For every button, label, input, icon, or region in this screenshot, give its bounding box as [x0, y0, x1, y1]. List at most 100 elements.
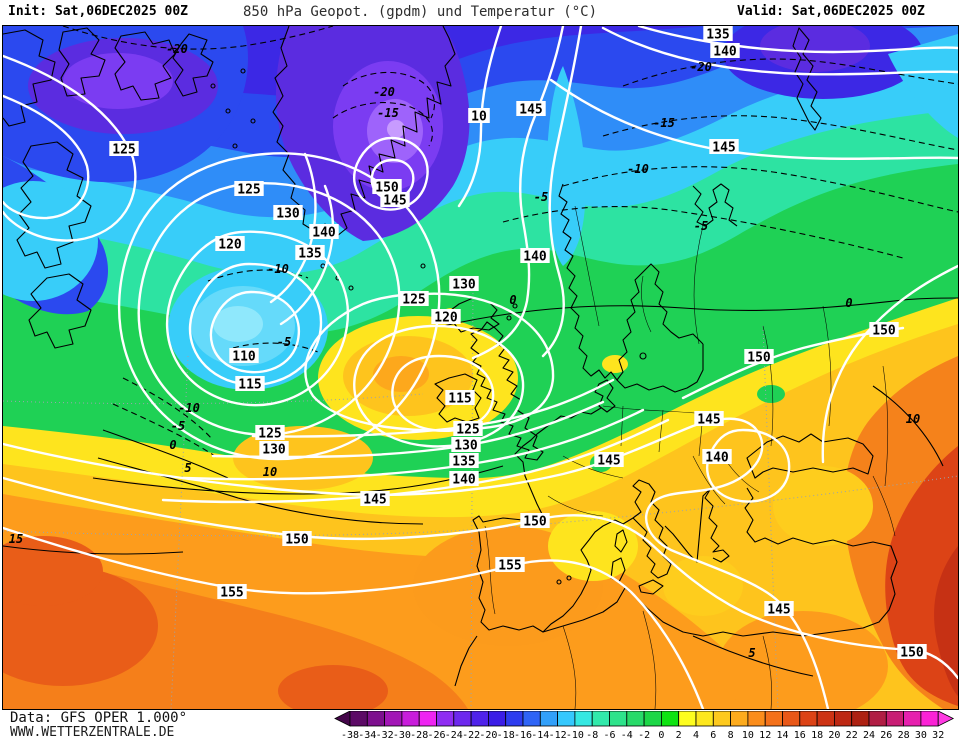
legend-swatch — [868, 710, 887, 727]
legend-swatch — [401, 710, 420, 727]
legend-tick-label: 8 — [728, 730, 734, 741]
legend-tick-label: -30 — [393, 730, 411, 741]
legend-tick-label: -6 — [603, 730, 615, 741]
temperature-label: -20 — [166, 42, 188, 56]
svg-text:120: 120 — [434, 311, 458, 326]
legend-tick-label: 10 — [742, 730, 754, 741]
geopotential-label: 150 — [520, 513, 550, 530]
legend-swatch — [695, 710, 714, 727]
legend-tick-label: -16 — [514, 730, 532, 741]
svg-text:150: 150 — [872, 324, 896, 339]
temperature-label: 0 — [509, 293, 516, 307]
svg-text:125: 125 — [112, 143, 135, 158]
geopotential-label: 140 — [449, 471, 479, 488]
legend-swatch — [591, 710, 610, 727]
legend-swatch — [782, 710, 801, 727]
svg-text:140: 140 — [452, 473, 476, 488]
legend-swatch — [470, 710, 489, 727]
geopotential-label: 130 — [273, 205, 303, 222]
geopotential-label: 115 — [445, 390, 475, 407]
legend-swatch — [418, 710, 437, 727]
svg-text:125: 125 — [258, 427, 281, 442]
legend-left-arrow — [334, 710, 351, 727]
init-time-label: Init: Sat,06DEC2025 00Z — [8, 4, 189, 19]
svg-text:140: 140 — [312, 226, 336, 241]
weather-map: 135 140 145 10 145 140 125 125 130 140 135 120 150 14… — [2, 25, 959, 710]
geopotential-label: 10 — [468, 108, 490, 125]
svg-text:140: 140 — [713, 45, 737, 60]
svg-text:130: 130 — [262, 443, 286, 458]
geopotential-label: 110 — [229, 348, 259, 365]
legend-tick-label: 2 — [676, 730, 682, 741]
legend-swatch — [903, 710, 922, 727]
legend-swatch — [626, 710, 645, 727]
legend-swatch — [487, 710, 507, 727]
legend-tick-label: -8 — [586, 730, 598, 741]
legend-swatch — [920, 710, 939, 727]
website-label: WWW.WETTERZENTRALE.DE — [10, 725, 175, 740]
legend-swatch — [539, 710, 559, 727]
legend-tick-label: 26 — [880, 730, 892, 741]
legend-swatch — [885, 710, 904, 727]
temperature-label: 10 — [906, 412, 920, 426]
geopotential-label: 140 — [710, 43, 740, 60]
temperature-label: -5 — [171, 419, 185, 433]
legend-tick-label: -14 — [531, 730, 549, 741]
svg-text:120: 120 — [218, 238, 242, 253]
svg-text:145: 145 — [767, 603, 790, 618]
legend-tick-label: -2 — [638, 730, 650, 741]
legend-tick-label: 22 — [846, 730, 858, 741]
temperature-label: -10 — [627, 162, 649, 176]
legend-tick-label: -38 — [341, 730, 359, 741]
temperature-label: 5 — [184, 461, 191, 475]
svg-text:150: 150 — [900, 646, 924, 661]
svg-text:150: 150 — [375, 181, 399, 196]
temperature-label: -20 — [373, 85, 395, 99]
legend-tick-label: -18 — [497, 730, 515, 741]
geopotential-label: 125 — [234, 181, 264, 198]
legend-swatch — [453, 710, 472, 727]
legend-tick-label: 28 — [898, 730, 910, 741]
legend-tick-label: 4 — [693, 730, 699, 741]
legend-swatch — [574, 710, 593, 727]
svg-text:155: 155 — [498, 559, 521, 574]
svg-text:135: 135 — [706, 28, 729, 43]
legend-swatch — [557, 710, 576, 727]
temperature-label: -15 — [377, 106, 399, 120]
geopotential-label: 125 — [255, 425, 285, 442]
legend-swatch — [764, 710, 783, 727]
legend-swatch — [366, 710, 385, 727]
temperature-legend: -38 -34 -32 -30 -28 -26 -24 -22 -20 -18 -16 -14 -12-… — [334, 710, 955, 741]
temperature-label: -20 — [690, 60, 712, 74]
legend-tick-label: -26 — [427, 730, 445, 741]
legend-swatch — [505, 710, 524, 727]
geopotential-label: 150 — [897, 644, 927, 661]
page-title: 850 hPa Geopot. (gpdm) und Temperatur (°… — [243, 4, 598, 20]
legend-swatch — [660, 710, 680, 727]
temperature-label: -10 — [267, 262, 289, 276]
svg-text:145: 145 — [697, 413, 720, 428]
geopotential-label: 140 — [520, 248, 550, 265]
legend-tick-label: 32 — [932, 730, 944, 741]
legend-swatch — [436, 710, 455, 727]
geopotential-label: 130 — [451, 437, 481, 454]
geopotential-label: 140 — [309, 224, 339, 241]
geopotential-label: 145 — [594, 452, 624, 469]
svg-text:130: 130 — [276, 207, 300, 222]
svg-text:10: 10 — [471, 110, 487, 125]
geopotential-label: 135 — [295, 245, 325, 262]
graticule — [3, 280, 958, 709]
svg-text:150: 150 — [285, 533, 309, 548]
geopotential-label: 155 — [495, 557, 525, 574]
geopotential-label: 145 — [694, 411, 724, 428]
legend-swatch — [747, 710, 766, 727]
temperature-label: 5 — [748, 646, 755, 660]
svg-text:140: 140 — [523, 250, 547, 265]
temperature-label: -15 — [653, 116, 675, 130]
geopotential-label: 145 — [360, 491, 390, 508]
geopotential-label: 135 — [449, 453, 479, 470]
geopotential-label: 145 — [516, 101, 546, 118]
geopotential-label: 120 — [431, 309, 461, 326]
geopotential-label: 145 — [764, 601, 794, 618]
